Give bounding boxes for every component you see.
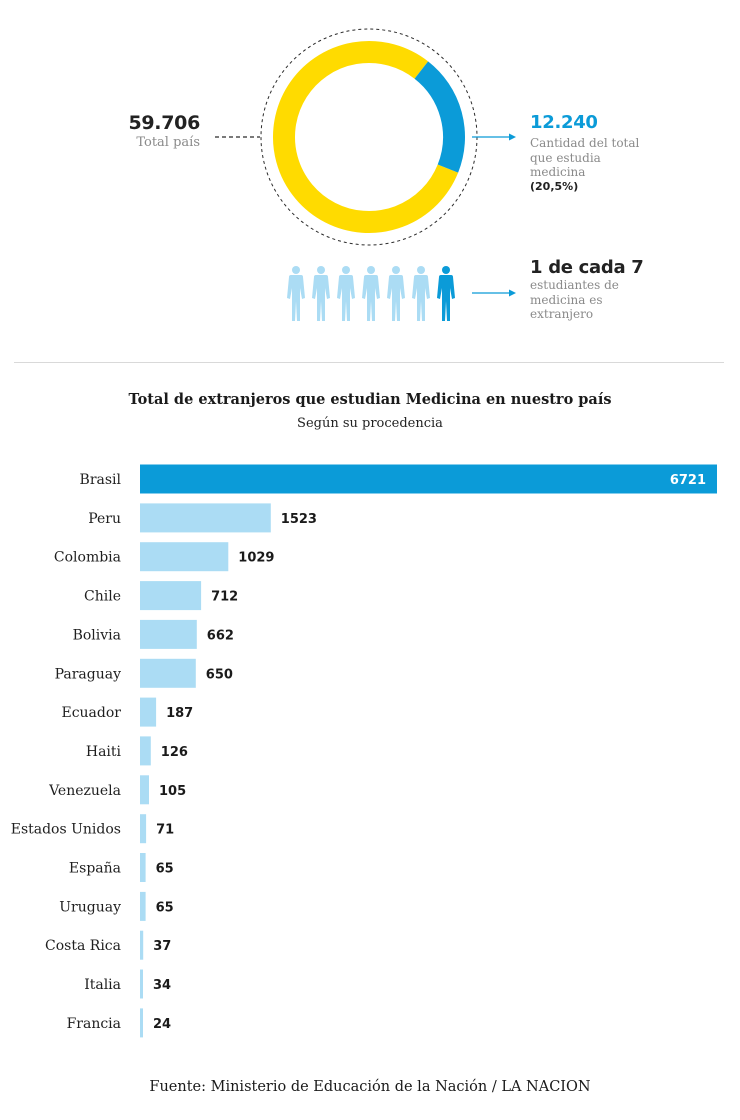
bar	[140, 814, 147, 844]
person-icon	[412, 266, 430, 321]
total-country-value: 59.706	[128, 112, 200, 134]
person-icon	[287, 266, 305, 321]
bar	[140, 503, 271, 533]
bar	[140, 697, 157, 727]
bar-category-label: Paraguay	[55, 666, 122, 682]
ratio-value: 1 de cada 7	[530, 257, 644, 278]
chart-title: Total de extranjeros que estudian Medici…	[128, 391, 612, 408]
bar-category-label: Venezuela	[48, 783, 121, 799]
medicine-block: 12.240 Cantidad del total que estudia me…	[530, 112, 720, 194]
bar-value-label: 187	[166, 706, 193, 721]
bar-value-label: 1523	[281, 512, 317, 527]
bar	[140, 1008, 143, 1038]
bar-value-label: 650	[206, 667, 233, 682]
bar-value-label: 24	[153, 1017, 171, 1032]
bar-category-label: Bolivia	[73, 627, 121, 643]
bar-category-label: Italia	[84, 977, 121, 993]
bar-value-label: 662	[207, 628, 234, 643]
bar-category-label: Brasil	[80, 472, 122, 488]
section-divider	[14, 362, 724, 363]
medicine-percent: (20,5%)	[530, 179, 579, 193]
bar-category-label: Peru	[88, 511, 121, 527]
source-footer: Fuente: Ministerio de Educación de la Na…	[149, 1079, 591, 1095]
bar-category-label: Ecuador	[61, 705, 121, 721]
bar-category-label: Colombia	[54, 550, 121, 566]
total-country-label: Total país	[136, 135, 200, 150]
person-icon	[387, 266, 405, 321]
bar	[140, 619, 197, 649]
bar	[140, 775, 149, 805]
bar-category-label: Uruguay	[59, 899, 121, 915]
arrow-right-icon	[472, 133, 516, 141]
bar-value-label: 65	[156, 900, 174, 915]
bar-value-label: 712	[211, 590, 238, 605]
person-icon	[337, 266, 355, 321]
bar-chart: Brasil 6721 Peru 1523 Colombia 1029 Chile 712 Bo…	[11, 464, 717, 1038]
donut-segment-total	[273, 41, 459, 233]
bar-value-label: 34	[153, 978, 171, 993]
bar-value-label: 105	[159, 784, 186, 799]
bar-category-label: Haiti	[86, 744, 122, 760]
donut-segment-medicine	[414, 61, 465, 173]
ratio-block: 1 de cada 7 estudiantes de medicina es e…	[530, 257, 720, 322]
bar-value-label: 126	[161, 745, 188, 760]
bar	[140, 736, 151, 766]
chart-subtitle: Según su procedencia	[297, 416, 443, 431]
bar	[140, 464, 717, 494]
ratio-label: estudiantes de medicina es extranjero	[530, 278, 619, 321]
bar	[140, 930, 144, 960]
bar-category-label: Francia	[67, 1016, 121, 1032]
people-icon-row	[287, 266, 455, 321]
arrow-right-icon	[472, 289, 516, 297]
bar-value-label: 6721	[670, 473, 706, 488]
bar-category-label: España	[69, 861, 121, 877]
bar	[140, 969, 143, 999]
medicine-label: Cantidad del total que estudia medicina	[530, 136, 640, 179]
total-country-block: 59.706 Total país	[128, 112, 200, 150]
bar-value-label: 1029	[238, 551, 274, 566]
bar	[140, 658, 196, 688]
bar	[140, 542, 229, 572]
medicine-value: 12.240	[530, 112, 598, 133]
person-icon	[312, 266, 330, 321]
person-icon	[437, 266, 455, 321]
summary-section: 59.706 Total país 12.240 Cantidad del to…	[0, 0, 740, 340]
person-icon	[362, 266, 380, 321]
bar-category-label: Estados Unidos	[11, 822, 121, 838]
bar	[140, 853, 146, 882]
bar	[140, 581, 202, 611]
bar-category-label: Chile	[84, 589, 121, 605]
bar-value-label: 37	[153, 939, 171, 954]
bar-value-label: 71	[156, 823, 174, 838]
bar-value-label: 65	[156, 862, 174, 877]
donut-chart	[215, 28, 516, 321]
bar	[140, 891, 146, 921]
bar-category-label: Costa Rica	[45, 938, 121, 954]
